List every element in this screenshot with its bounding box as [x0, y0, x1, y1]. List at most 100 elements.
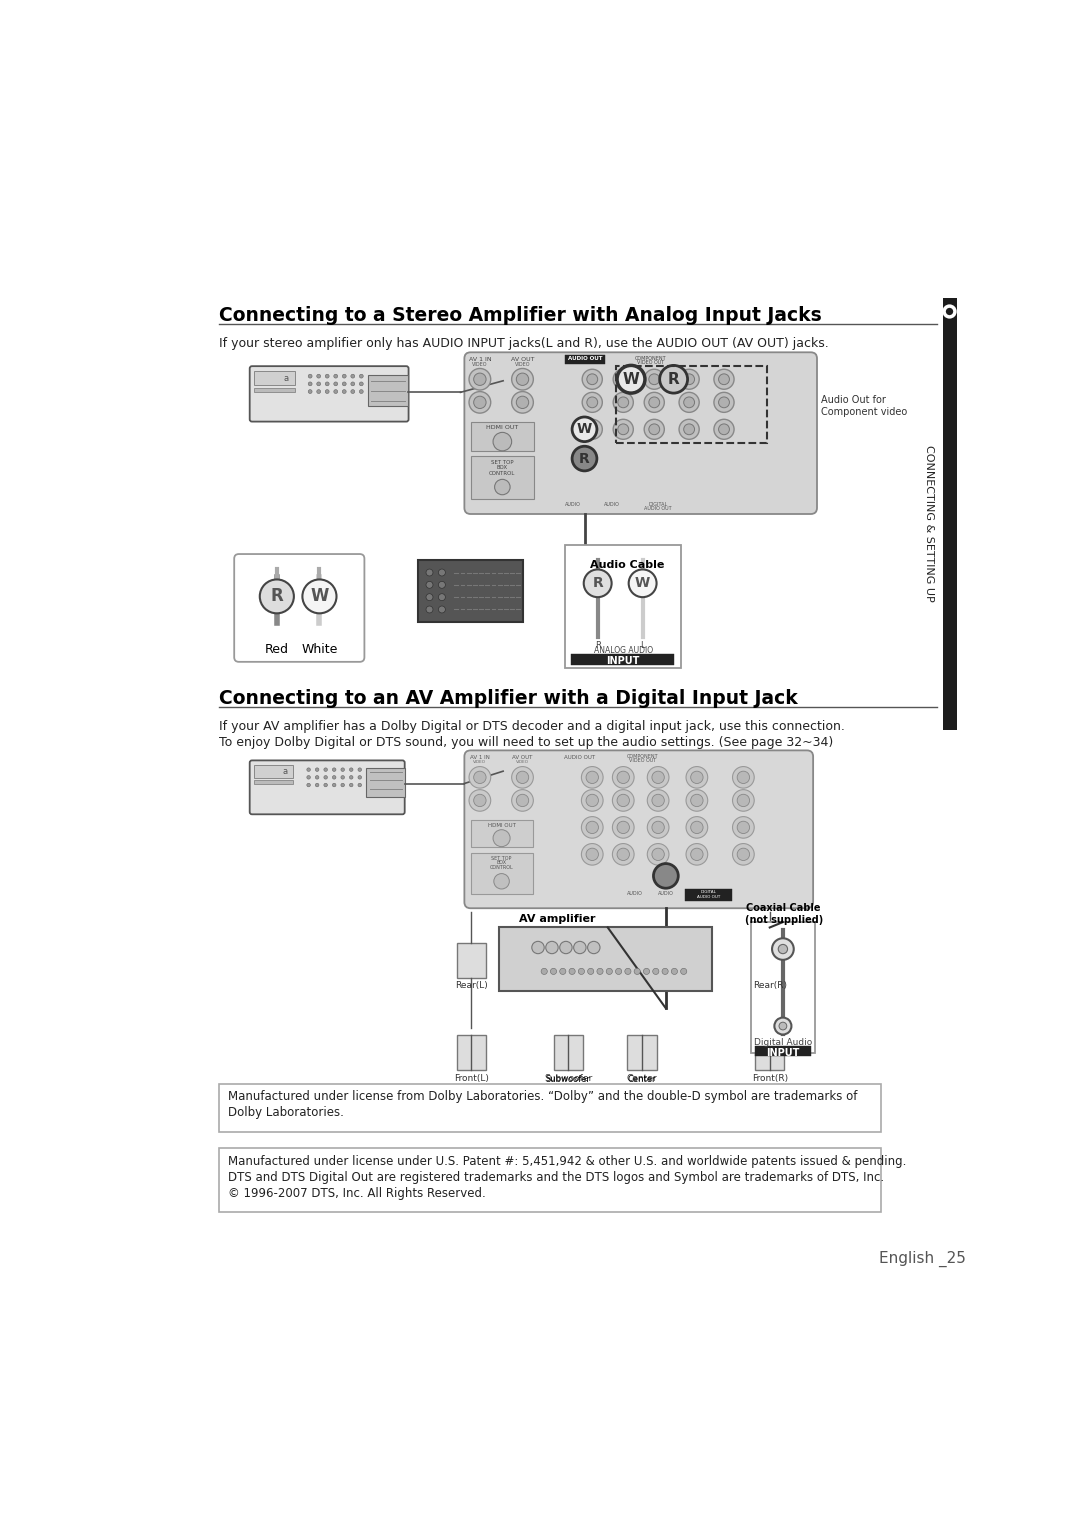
Circle shape: [680, 968, 687, 974]
Circle shape: [350, 784, 353, 787]
Circle shape: [613, 420, 633, 440]
Bar: [471, 421, 535, 450]
Circle shape: [350, 768, 353, 772]
Text: AUDIO: AUDIO: [626, 891, 643, 896]
Circle shape: [516, 772, 529, 784]
Circle shape: [691, 821, 703, 833]
Circle shape: [617, 821, 630, 833]
Circle shape: [512, 790, 534, 812]
FancyBboxPatch shape: [234, 553, 364, 662]
Text: Audio Out for
Component video: Audio Out for Component video: [821, 395, 907, 417]
Circle shape: [351, 373, 354, 378]
Circle shape: [714, 369, 734, 389]
Text: R: R: [592, 576, 603, 590]
Text: W: W: [310, 587, 328, 606]
Circle shape: [612, 790, 634, 812]
FancyBboxPatch shape: [464, 352, 816, 513]
Circle shape: [324, 784, 327, 787]
Circle shape: [324, 768, 327, 772]
Bar: [755, 1047, 811, 1056]
Circle shape: [341, 784, 345, 787]
Text: VIDEO: VIDEO: [473, 759, 486, 764]
Circle shape: [582, 369, 603, 389]
Circle shape: [686, 844, 707, 865]
Text: If your stereo amplifier only has AUDIO INPUT jacks(L and R), use the AUDIO OUT : If your stereo amplifier only has AUDIO …: [218, 337, 828, 350]
Circle shape: [738, 772, 750, 784]
Circle shape: [351, 390, 354, 393]
Text: AUDIO OUT: AUDIO OUT: [564, 755, 595, 759]
Text: Red: Red: [265, 642, 288, 656]
Text: Front(L): Front(L): [454, 1074, 489, 1082]
Circle shape: [586, 772, 598, 784]
Circle shape: [307, 776, 310, 779]
Text: L: L: [640, 641, 645, 650]
Text: AUDIO: AUDIO: [658, 891, 674, 896]
Text: R: R: [270, 587, 283, 606]
Circle shape: [302, 579, 337, 613]
Text: AV OUT: AV OUT: [512, 755, 532, 759]
Bar: [457, 1036, 486, 1070]
Circle shape: [738, 795, 750, 807]
Circle shape: [572, 446, 597, 470]
Bar: [255, 781, 293, 784]
Text: a: a: [284, 373, 288, 383]
Bar: [943, 298, 957, 730]
Text: CONTROL: CONTROL: [489, 470, 515, 476]
Circle shape: [606, 968, 612, 974]
Circle shape: [559, 941, 572, 953]
Circle shape: [581, 767, 603, 788]
Circle shape: [581, 844, 603, 865]
Circle shape: [516, 373, 529, 386]
Circle shape: [644, 369, 664, 389]
Circle shape: [647, 767, 669, 788]
Circle shape: [679, 392, 699, 412]
Circle shape: [308, 390, 312, 393]
Circle shape: [652, 968, 659, 974]
Circle shape: [494, 830, 510, 847]
Text: Manufactured under license under U.S. Patent #: 5,451,942 & other U.S. and world: Manufactured under license under U.S. Pa…: [228, 1154, 906, 1200]
Circle shape: [597, 968, 603, 974]
Bar: [565, 355, 606, 364]
Bar: [366, 768, 405, 798]
Circle shape: [307, 768, 310, 772]
Bar: [554, 1036, 583, 1070]
Circle shape: [315, 768, 319, 772]
Text: SET TOP: SET TOP: [491, 460, 514, 466]
Text: Manufactured under license from Dolby Laboratories. “Dolby” and the double-D sym: Manufactured under license from Dolby La…: [228, 1090, 858, 1119]
Bar: [255, 389, 295, 392]
Text: AV amplifier: AV amplifier: [519, 913, 596, 924]
Text: R: R: [667, 372, 679, 387]
Circle shape: [469, 790, 490, 812]
Circle shape: [652, 772, 664, 784]
Circle shape: [512, 369, 534, 390]
Circle shape: [617, 795, 630, 807]
Circle shape: [494, 873, 510, 888]
Circle shape: [718, 424, 729, 435]
Circle shape: [531, 941, 544, 953]
Bar: [499, 927, 713, 991]
Circle shape: [772, 938, 794, 959]
Bar: [616, 366, 767, 443]
Text: CONTROL: CONTROL: [489, 865, 513, 870]
Circle shape: [342, 373, 347, 378]
Circle shape: [582, 392, 603, 412]
Circle shape: [316, 390, 321, 393]
Circle shape: [474, 397, 486, 409]
Bar: [471, 819, 532, 847]
Circle shape: [732, 790, 754, 812]
Text: HDMI OUT: HDMI OUT: [486, 424, 518, 430]
Text: W: W: [622, 372, 639, 387]
Circle shape: [469, 392, 490, 413]
FancyBboxPatch shape: [464, 750, 813, 908]
Circle shape: [316, 373, 321, 378]
Bar: [218, 1148, 881, 1211]
Circle shape: [307, 784, 310, 787]
Text: If your AV amplifier has a Dolby Digital or DTS decoder and a digital input jack: If your AV amplifier has a Dolby Digital…: [218, 719, 845, 749]
Circle shape: [357, 776, 362, 779]
Circle shape: [325, 373, 329, 378]
Circle shape: [647, 816, 669, 838]
Text: Subwoofer: Subwoofer: [544, 1074, 592, 1082]
Circle shape: [629, 569, 657, 598]
Circle shape: [586, 795, 598, 807]
Text: Rear(R): Rear(R): [753, 982, 786, 990]
